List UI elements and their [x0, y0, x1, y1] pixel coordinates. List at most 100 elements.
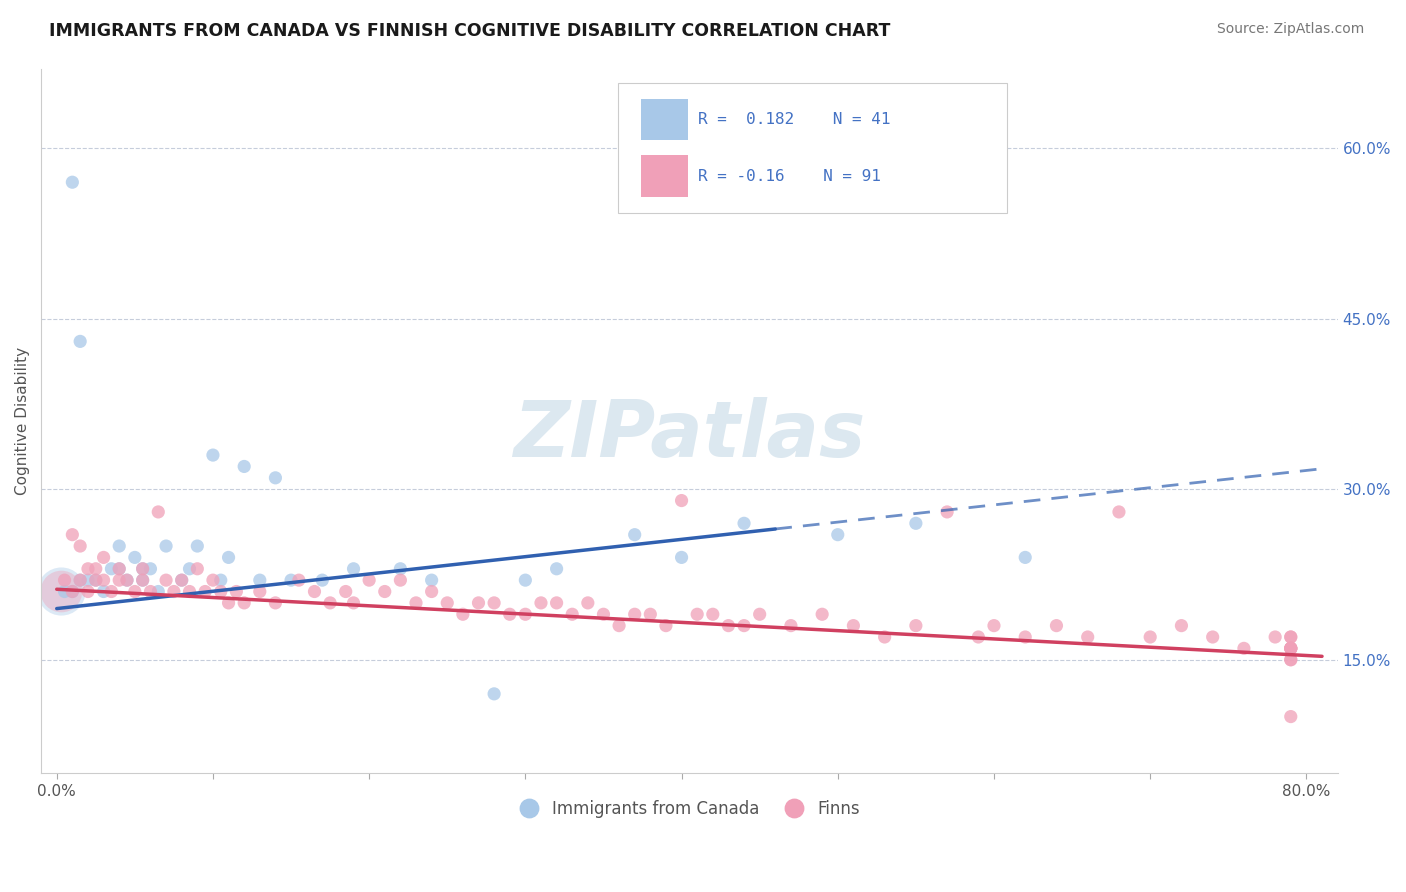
Y-axis label: Cognitive Disability: Cognitive Disability: [15, 347, 30, 495]
Point: [186, 562, 208, 576]
Point: [108, 562, 131, 576]
Text: R =  0.182    N = 41: R = 0.182 N = 41: [699, 112, 891, 127]
Point: [311, 573, 333, 587]
Point: [780, 618, 803, 632]
Point: [467, 596, 489, 610]
Point: [436, 596, 458, 610]
Text: Source: ZipAtlas.com: Source: ZipAtlas.com: [1216, 22, 1364, 37]
Point: [1279, 630, 1302, 644]
Point: [179, 562, 201, 576]
Point: [93, 573, 115, 587]
Point: [60, 584, 83, 599]
Point: [1279, 653, 1302, 667]
Point: [108, 562, 131, 576]
Point: [69, 573, 91, 587]
Point: [84, 573, 107, 587]
Point: [148, 584, 170, 599]
Point: [170, 573, 193, 587]
Point: [218, 550, 240, 565]
Point: [163, 584, 186, 599]
Point: [155, 539, 177, 553]
Point: [530, 596, 553, 610]
Point: [405, 596, 427, 610]
Point: [249, 573, 271, 587]
FancyBboxPatch shape: [641, 99, 688, 140]
Point: [623, 607, 645, 622]
Point: [1233, 641, 1256, 656]
Point: [124, 584, 146, 599]
Point: [1279, 641, 1302, 656]
Point: [451, 607, 474, 622]
Point: [1077, 630, 1099, 644]
Point: [170, 573, 193, 587]
Point: [733, 516, 755, 531]
Point: [93, 584, 115, 599]
Point: [1014, 550, 1036, 565]
Point: [100, 562, 122, 576]
Text: ZIPatlas: ZIPatlas: [513, 397, 866, 473]
Point: [1279, 641, 1302, 656]
Point: [515, 607, 537, 622]
Point: [827, 527, 849, 541]
Point: [233, 596, 256, 610]
Point: [1279, 653, 1302, 667]
Point: [100, 584, 122, 599]
Text: R = -0.16    N = 91: R = -0.16 N = 91: [699, 169, 882, 184]
Point: [482, 596, 505, 610]
Point: [702, 607, 724, 622]
Point: [904, 618, 927, 632]
Point: [53, 584, 76, 599]
Point: [482, 687, 505, 701]
Point: [1279, 630, 1302, 644]
Point: [420, 584, 443, 599]
Point: [546, 596, 568, 610]
Point: [51, 584, 73, 599]
Point: [342, 562, 364, 576]
Point: [93, 550, 115, 565]
Point: [186, 539, 208, 553]
Point: [342, 596, 364, 610]
Point: [77, 584, 100, 599]
Point: [389, 573, 412, 587]
Point: [84, 573, 107, 587]
Point: [640, 607, 662, 622]
Point: [264, 596, 287, 610]
Point: [51, 584, 73, 599]
Point: [983, 618, 1005, 632]
Point: [1279, 641, 1302, 656]
FancyBboxPatch shape: [619, 83, 1007, 213]
Text: IMMIGRANTS FROM CANADA VS FINNISH COGNITIVE DISABILITY CORRELATION CHART: IMMIGRANTS FROM CANADA VS FINNISH COGNIT…: [49, 22, 890, 40]
Point: [335, 584, 357, 599]
Point: [139, 584, 162, 599]
Point: [233, 459, 256, 474]
Point: [288, 573, 311, 587]
Point: [108, 573, 131, 587]
Point: [201, 448, 224, 462]
Point: [671, 550, 693, 565]
Point: [546, 562, 568, 576]
Point: [115, 573, 138, 587]
Point: [420, 573, 443, 587]
Point: [319, 596, 342, 610]
Point: [124, 550, 146, 565]
Point: [69, 539, 91, 553]
Point: [139, 562, 162, 576]
Point: [1108, 505, 1130, 519]
Point: [115, 573, 138, 587]
Point: [717, 618, 740, 632]
Point: [249, 584, 271, 599]
Point: [60, 584, 83, 599]
Point: [842, 618, 865, 632]
Point: [1279, 641, 1302, 656]
FancyBboxPatch shape: [641, 155, 688, 197]
Point: [359, 573, 381, 587]
Point: [1279, 641, 1302, 656]
Point: [1045, 618, 1067, 632]
Point: [131, 562, 153, 576]
Point: [1139, 630, 1161, 644]
Point: [60, 175, 83, 189]
Point: [179, 584, 201, 599]
Point: [936, 505, 959, 519]
Point: [515, 573, 537, 587]
Point: [967, 630, 990, 644]
